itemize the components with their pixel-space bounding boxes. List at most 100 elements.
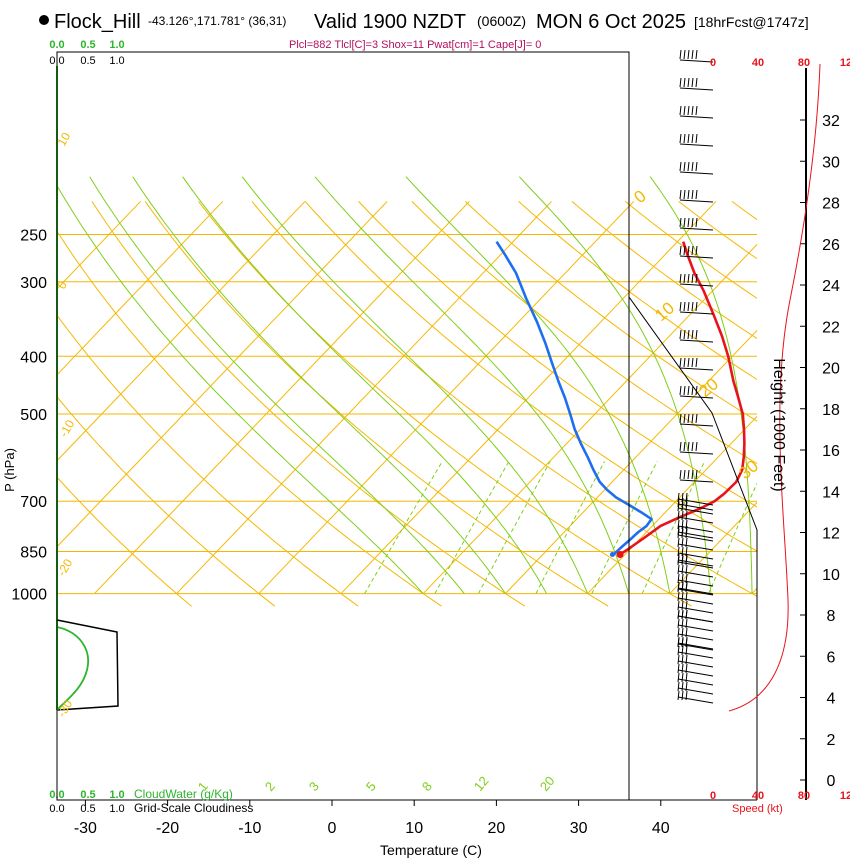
wind-barb-staff xyxy=(679,423,714,427)
temp-tick-label: 40 xyxy=(652,820,670,837)
height-tick-label: 22 xyxy=(822,319,840,336)
wind-barb-flag xyxy=(685,546,688,557)
temp-tick-label: -30 xyxy=(74,820,97,837)
wind-barb-flag xyxy=(685,555,688,566)
height-tick-label: 12 xyxy=(822,526,840,543)
wind-barb xyxy=(677,573,714,587)
wind-barb-flag xyxy=(677,690,680,701)
wind-barb-flag xyxy=(677,510,680,521)
wind-barb-staff xyxy=(679,115,714,119)
moist-adiabat-line xyxy=(57,184,424,594)
wind-barb-staff xyxy=(677,559,714,567)
surface-dewpoint-point xyxy=(609,552,615,558)
temp-tick-label: 10 xyxy=(405,820,423,837)
wind-barb-flag xyxy=(683,49,686,60)
wind-barb-flag xyxy=(681,555,684,566)
isotherm-line xyxy=(176,201,552,594)
wind-barb-flag xyxy=(677,591,680,602)
wind-barb-staff xyxy=(679,227,714,231)
dry-adiabat-line xyxy=(464,201,757,422)
speed-tick-label: 40 xyxy=(752,790,764,802)
wind-barb-flag xyxy=(695,133,698,144)
wind-barb-staff xyxy=(677,579,714,587)
wind-barb-flag xyxy=(683,469,686,480)
speed-tick-label: 80 xyxy=(798,790,810,802)
mixing-ratio-label: 5 xyxy=(363,779,379,794)
wind-barb-flag xyxy=(683,441,686,452)
wind-barb xyxy=(679,105,714,119)
wind-barb-staff xyxy=(679,367,714,371)
wind-barb-flag xyxy=(685,519,688,530)
wind-barb-flag xyxy=(695,161,698,172)
wind-barb xyxy=(677,600,714,614)
wind-barb-flag xyxy=(683,105,686,116)
wind-barb-flag xyxy=(681,609,684,620)
wind-barb-staff xyxy=(677,588,714,596)
wind-barb-flag xyxy=(687,77,690,88)
height-tick-label: 28 xyxy=(822,196,840,213)
cloudwater-tick-bottom: 1.0 xyxy=(109,789,124,801)
wind-barb xyxy=(677,663,714,677)
wind-barb-flag xyxy=(683,245,686,256)
wind-barb-flag xyxy=(677,555,680,566)
station-coords: -43.126°,171.781° (36,31) xyxy=(148,14,286,28)
wind-barb-flag xyxy=(691,189,694,200)
wind-barb xyxy=(677,636,714,650)
wind-barb-flag xyxy=(679,189,682,200)
wind-barb-staff xyxy=(677,615,714,623)
cloudiness-tick-bottom: 1.0 xyxy=(109,803,124,815)
cloudwater-tick-top: 0.0 xyxy=(49,39,64,51)
wind-barb-flag xyxy=(685,654,688,665)
wind-barb-flag xyxy=(691,77,694,88)
wind-barb-flag xyxy=(687,301,690,312)
wind-barb xyxy=(677,681,714,695)
height-tick-label: 0 xyxy=(827,773,836,790)
isotherm-line xyxy=(57,201,388,548)
dry-adiabat-line xyxy=(57,476,192,607)
isotherm-line xyxy=(57,201,224,376)
mixing-ratio-line xyxy=(708,482,757,594)
wind-barb-staff xyxy=(677,651,714,659)
wind-barb-flag xyxy=(691,301,694,312)
wind-barb-flag xyxy=(681,600,684,611)
isotherm-line xyxy=(57,201,59,204)
cloudiness-tick-bottom: 0.0 xyxy=(49,803,64,815)
cloudiness-legend: Grid-Scale Cloudiness xyxy=(134,801,253,815)
wind-barb-flag xyxy=(691,133,694,144)
wind-barb-staff xyxy=(677,552,714,560)
isotherm-line xyxy=(505,329,757,594)
wind-barb xyxy=(677,555,714,569)
wind-barb-flag xyxy=(679,133,682,144)
height-tick-label: 8 xyxy=(827,608,836,625)
wind-barb-flag xyxy=(695,105,698,116)
wind-barb-flag xyxy=(687,189,690,200)
wind-barb-flag xyxy=(681,537,684,548)
wind-barb-flag xyxy=(683,301,686,312)
wind-barb-flag xyxy=(695,217,698,228)
wind-barb-flag xyxy=(691,217,694,228)
wind-barb-flag xyxy=(691,329,694,340)
wind-barb-flag xyxy=(685,600,688,611)
dry-adiabat-line xyxy=(358,201,757,508)
wind-barb-staff xyxy=(677,642,714,650)
height-tick-label: 24 xyxy=(822,278,840,295)
wind-barb xyxy=(679,469,714,483)
mixing-ratio-label: 8 xyxy=(419,779,435,794)
wind-barb-flag xyxy=(679,413,682,424)
temperature-profile xyxy=(619,241,746,556)
wind-barb-flag xyxy=(681,681,684,692)
wind-barb xyxy=(677,519,714,533)
wind-barb-staff xyxy=(677,561,714,569)
height-tick-label: 26 xyxy=(822,237,840,254)
dry-adiabat-line xyxy=(198,201,692,607)
wind-barb xyxy=(677,690,714,704)
wind-barb-flag xyxy=(687,245,690,256)
isotherm-line xyxy=(258,201,635,594)
wind-barb-flag xyxy=(679,301,682,312)
cloudiness-tick-top: 0.5 xyxy=(80,55,95,67)
wind-barb-flag xyxy=(695,77,698,88)
moist-adiabat-line xyxy=(314,176,630,594)
wind-barb-flag xyxy=(677,663,680,674)
wind-barb-flag xyxy=(695,273,698,284)
wind-barb-flag xyxy=(681,582,684,593)
